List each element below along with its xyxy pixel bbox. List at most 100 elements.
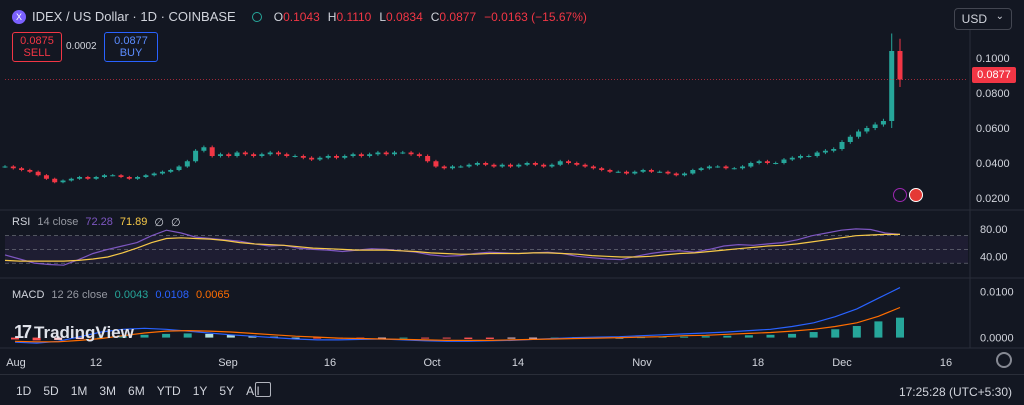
candle [143,175,149,177]
range-all[interactable]: All [246,384,260,398]
range-1d[interactable]: 1D [16,384,32,398]
candle [176,166,182,170]
candle [60,180,66,183]
candle [151,173,157,176]
symbol-title[interactable]: IDEX / US Dollar · 1D · COINBASE [32,9,236,24]
candle [342,156,348,158]
macd-histogram-bar [442,337,451,339]
high-label: H [327,9,337,24]
time-axis-tick: 18 [752,357,764,369]
candle [657,171,663,173]
range-3m[interactable]: 3M [99,384,117,398]
candle [524,163,530,165]
candle [234,152,240,156]
candle [640,170,646,172]
candle [400,152,406,154]
rsi-legend[interactable]: RSI 14 close 72.28 71.89 ∅ ∅ [12,216,181,229]
candle [391,152,397,155]
clock-time[interactable]: 17:25:28 (UTC+5:30) [898,385,1012,399]
close-value: 0.0877 [439,9,477,24]
candle [251,154,257,156]
open-label: O [273,9,284,24]
idex-logo-icon: X [12,9,26,24]
us-flag-icon[interactable] [909,188,923,202]
range-5d[interactable]: 5D [43,384,59,398]
sell-price: 0.0875 [20,35,54,47]
candle [93,177,99,179]
candle [789,157,795,160]
range-1y[interactable]: 1Y [192,384,208,398]
candle [217,154,223,156]
macd-histogram-bar [809,332,818,338]
currency-select[interactable]: USD ⌄ [953,8,1012,30]
brand-name: TradingView [34,322,134,342]
candle [68,178,74,181]
candle [383,152,389,155]
macd-histogram-bar [75,337,84,339]
candle [85,177,91,179]
candle [822,150,828,153]
buy-button[interactable]: 0.0877 BUY [104,32,158,62]
buy-price: 0.0877 [114,35,148,47]
range-buttons: 1D 5D 1M 3M 6M YTD 1Y 5Y All [16,384,259,398]
candle [508,164,514,167]
candle [52,178,58,183]
sell-label: SELL [23,47,51,59]
range-6m[interactable]: 6M [128,384,145,398]
candle [756,161,762,163]
candle [889,51,895,121]
time-axis-tick: 14 [512,357,524,369]
candle [358,154,364,156]
candle [350,154,356,156]
low-label: L [379,9,387,24]
tradingview-mark-icon: 17 [14,322,32,342]
candle [300,156,306,158]
time-axis-tick: 12 [90,357,102,369]
macd-histogram-bar [529,337,538,339]
macd-axis-tick: 0.0100 [980,286,1014,298]
candle [333,156,339,158]
macd-histogram-bar [831,329,840,338]
macd-params: 12 26 close [51,289,108,301]
macd-name: MACD [12,289,45,301]
macd-histogram-bar [680,336,689,338]
candle [731,168,737,170]
macd-histogram-bar [896,317,904,338]
candle [599,168,605,170]
candle [897,51,903,80]
candle [740,166,746,169]
candle [624,171,630,174]
buy-label: BUY [119,47,143,59]
candle [267,152,273,155]
lightning-icon[interactable] [893,188,907,202]
calendar-icon[interactable] [255,382,271,397]
candle [184,161,190,167]
macd-histogram-bar [313,337,322,339]
candle [615,171,621,173]
event-markers[interactable] [893,188,923,202]
candle [715,166,721,168]
macd-value: 0.0108 [155,289,189,301]
candle [193,150,199,162]
candle [325,156,331,158]
market-status-icon [251,11,262,22]
macd-legend[interactable]: MACD 12 26 close 0.0043 0.0108 0.0065 [12,289,230,301]
candle [706,166,712,169]
price-axis-tick: 0.0400 [976,158,1010,170]
price-axis-tick: 0.0800 [976,88,1010,100]
settings-gear-icon[interactable] [996,352,1012,368]
range-1m[interactable]: 1M [70,384,88,398]
change-value: −0.0163 (−15.67%) [484,9,587,24]
macd-histogram-bar [788,333,797,338]
tradingview-logo[interactable]: 17 TradingView [14,322,134,343]
sell-button[interactable]: 0.0875 SELL [12,32,62,62]
macd-histogram-bar [226,334,235,338]
candle [474,163,480,165]
macd-histogram-bar [399,337,408,339]
range-5y[interactable]: 5Y [219,384,235,398]
rsi-ma-value: 71.89 [119,216,148,228]
candle [566,161,572,163]
macd-hist-value: 0.0043 [114,289,149,301]
range-ytd[interactable]: YTD [156,384,181,398]
